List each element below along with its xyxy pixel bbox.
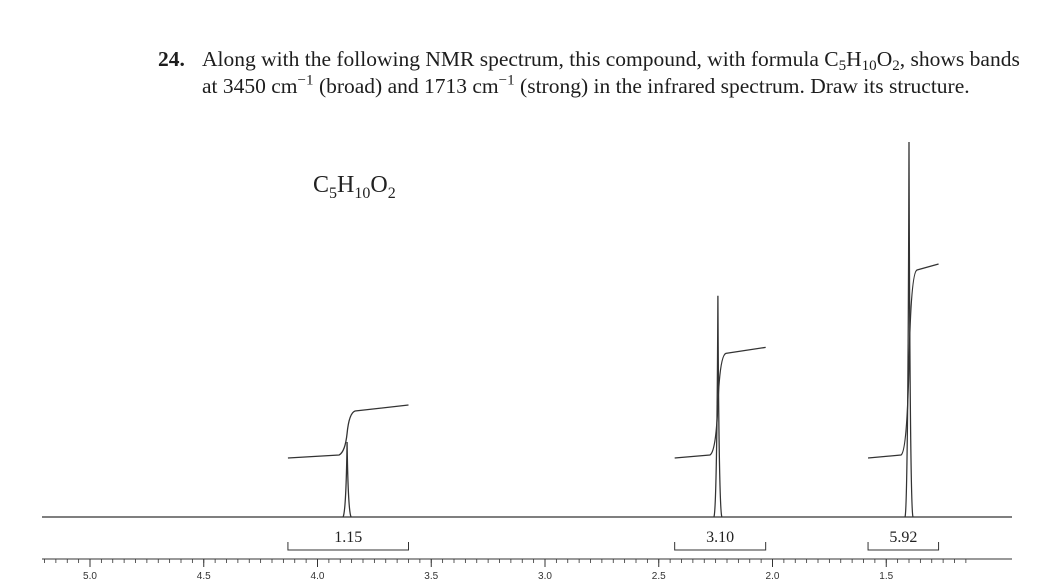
question-number: 24.: [158, 47, 185, 71]
x-axis-tick-label: 3.0: [538, 571, 552, 582]
integral-bracket-3: [867, 542, 940, 551]
formula-label-o-sub: 2: [388, 185, 396, 202]
question-line-2: at 3450 cm−1 (broad) and 1713 cm−1 (stro…: [158, 73, 1038, 100]
integral-curve-2: [674, 346, 766, 459]
question-line-1: 24. Along with the following NMR spectrum…: [158, 46, 1038, 73]
integral-label-1: 1.15: [334, 529, 362, 546]
integral-label-3: 5.92: [889, 529, 917, 546]
superscript-b: −1: [498, 72, 515, 89]
integral-curve-3: [867, 263, 939, 459]
x-axis-tick-label: 5.0: [83, 571, 97, 582]
formula-subscript-c: 5: [838, 57, 847, 74]
formula-label: C5H10O2: [313, 172, 396, 202]
spectrum-peak-1: [342, 441, 352, 518]
formula-label-h: H: [337, 172, 354, 198]
question-line-2-text-c: (strong) in the infrared spectrum. Draw …: [514, 74, 970, 98]
x-axis-tick-label: 2.0: [766, 571, 780, 582]
x-axis-tick-label: 1.5: [879, 571, 893, 582]
x-axis-tick-label: 3.5: [424, 571, 438, 582]
question-line-2-text-a: at 3450 cm: [202, 74, 298, 98]
formula-label-c: C: [313, 172, 329, 198]
spectrum-peak-3: [904, 141, 914, 518]
formula-o: O: [876, 47, 893, 71]
integral-curve-1: [287, 404, 409, 459]
integral-bracket-1: [287, 542, 409, 551]
x-axis-tick-label: 2.5: [652, 571, 666, 582]
integral-bracket-2: [674, 542, 767, 551]
question-text: 24. Along with the following NMR spectrum…: [158, 46, 1038, 100]
formula-subscript-o: 2: [892, 57, 900, 74]
question-line-1-end: , shows bands: [899, 47, 1020, 71]
formula-label-c-sub: 5: [329, 185, 337, 202]
question-line-2-text-b: (broad) and 1713 cm: [313, 74, 499, 98]
formula-h: H: [846, 47, 862, 71]
x-axis-tick-label: 4.5: [197, 571, 211, 582]
formula-label-o: O: [370, 172, 387, 198]
plot-layer: 5.0 4.5 4.0 3.5 3.0 2.5 2.0 1.5 1.15 3.10 5.92: [42, 141, 1012, 582]
superscript-a: −1: [297, 72, 314, 89]
spectrum-peak-2: [713, 295, 723, 518]
integral-label-2: 3.10: [706, 529, 734, 546]
formula-label-h-sub: 10: [354, 185, 370, 202]
question-line-1-text: Along with the following NMR spectrum, t…: [202, 47, 839, 71]
formula-subscript-h: 10: [861, 57, 877, 74]
x-axis-tick-label: 4.0: [311, 571, 325, 582]
